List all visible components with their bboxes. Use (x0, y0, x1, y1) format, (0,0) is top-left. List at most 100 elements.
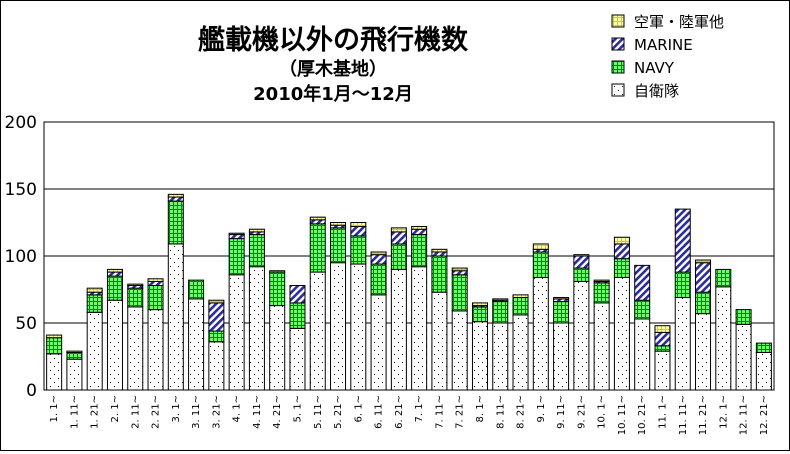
legend-swatch (611, 83, 625, 97)
x-tick-label: 7. 11~ (434, 395, 445, 429)
legend-label: NAVY (634, 59, 675, 77)
bar-segment-marine (573, 255, 590, 269)
bar-segment-airforce-army (471, 302, 488, 307)
y-tick-label: 0 (26, 381, 37, 401)
bar-segment-marine (350, 226, 367, 237)
bar-segment-marine (147, 280, 164, 286)
bar-segment-marine (167, 196, 184, 202)
y-tick-label: 200 (5, 113, 37, 133)
bar-stack (553, 297, 570, 391)
bar-stack (66, 350, 83, 391)
x-tick-label: 11. 1~ (657, 395, 668, 429)
bar-segment-jsdf (715, 286, 732, 391)
bar-stack (431, 248, 448, 391)
bar-segment-jsdf (755, 351, 772, 391)
bar-stack (208, 299, 225, 391)
bars (46, 193, 772, 391)
x-tick-label: 2. 11~ (130, 395, 141, 429)
bar-stack (309, 216, 326, 391)
bar-segment-marine (106, 271, 123, 277)
x-tick-label: 6. 11~ (374, 395, 385, 429)
bar-stack (106, 268, 123, 391)
bar-segment-navy (390, 243, 407, 270)
bar-segment-airforce-army (512, 294, 529, 299)
x-tick-label: 1. 21~ (90, 395, 101, 429)
x-tick-label: 2. 21~ (151, 395, 162, 429)
x-tick-label: 9. 21~ (576, 395, 587, 429)
legend-swatch (611, 37, 625, 51)
x-tick-label: 11. 11~ (678, 395, 689, 435)
bar-segment-airforce-army (553, 297, 570, 300)
x-tick-label: 7. 1~ (414, 395, 425, 422)
bar-segment-navy (715, 268, 732, 288)
bar-segment-navy (188, 279, 205, 300)
x-tick-label: 1. 1~ (49, 395, 60, 422)
bar-segment-jsdf (66, 358, 83, 391)
bar-segment-jsdf (532, 276, 549, 391)
bar-segment-navy (66, 351, 83, 360)
bar-stack (674, 208, 691, 391)
bar-segment-airforce-army (431, 248, 448, 253)
bar-stack (695, 259, 712, 391)
x-axis-ticks: 1. 1~ 1. 11~ 1. 21~ 2. 1~ 2. 11~ 2. 21~ 3. 1~ 3… (49, 395, 770, 435)
x-tick-label: 9. 11~ (556, 395, 567, 429)
bar-segment-marine (370, 254, 387, 265)
bar-segment-jsdf (492, 322, 509, 391)
bar-segment-jsdf (674, 297, 691, 391)
bar-segment-airforce-army (593, 279, 610, 282)
bar-segment-navy (451, 274, 468, 312)
bar-segment-jsdf (695, 313, 712, 391)
bar-segment-marine (451, 270, 468, 276)
x-tick-label: 7. 21~ (455, 395, 466, 429)
bar-segment-jsdf (634, 318, 651, 391)
bar-segment-navy (553, 301, 570, 324)
bar-segment-jsdf (46, 353, 63, 391)
x-tick-label: 8. 11~ (495, 395, 506, 429)
bar-segment-jsdf (86, 311, 103, 391)
bar-segment-airforce-army (86, 287, 103, 293)
bar-segment-marine (228, 234, 245, 240)
bar-segment-airforce-army (228, 232, 245, 236)
x-tick-label: 5. 1~ (292, 395, 303, 422)
bar-segment-marine (309, 219, 326, 225)
x-tick-label: 6. 21~ (394, 395, 405, 429)
bar-segment-navy (471, 306, 488, 323)
bar-stack (350, 222, 367, 391)
bar-stack (147, 278, 164, 391)
bar-stack (390, 227, 407, 391)
bar-segment-jsdf (188, 298, 205, 391)
x-tick-label: 2. 1~ (110, 395, 121, 422)
legend: 空軍・陸軍他 MARINE NAVY 自衛隊 (611, 13, 724, 100)
bar-segment-navy (492, 301, 509, 324)
bar-stack (634, 264, 651, 391)
bar-segment-airforce-army (330, 222, 347, 226)
bar-segment-marine (411, 228, 428, 236)
bar-segment-jsdf (330, 262, 347, 391)
bar-segment-airforce-army (654, 325, 671, 333)
bar-segment-navy (735, 309, 752, 325)
bar-stack (127, 283, 144, 391)
bar-segment-airforce-army (573, 254, 590, 257)
bar-segment-jsdf (106, 299, 123, 391)
bar-segment-marine (634, 264, 651, 301)
x-tick-label: 12. 1~ (718, 395, 729, 429)
bar-stack (370, 251, 387, 391)
bar-stack (248, 228, 265, 391)
bar-segment-navy (289, 302, 306, 329)
bar-segment-airforce-army (411, 226, 428, 230)
bar-segment-jsdf (309, 271, 326, 391)
bar-stack (654, 325, 671, 391)
bar-segment-airforce-army (451, 267, 468, 272)
x-tick-label: 5. 11~ (313, 395, 324, 429)
bar-segment-jsdf (289, 327, 306, 391)
bar-stack (411, 226, 428, 391)
bar-segment-navy (269, 271, 286, 307)
bar-segment-marine (208, 302, 225, 332)
bar-segment-jsdf (147, 309, 164, 391)
bar-segment-marine (695, 262, 712, 293)
x-tick-label: 11. 21~ (698, 395, 709, 435)
bar-segment-airforce-army (106, 268, 123, 273)
chart-subtitle: （厚木基地） (279, 58, 387, 80)
x-tick-label: 6. 1~ (353, 395, 364, 422)
bar-segment-jsdf (613, 276, 630, 391)
